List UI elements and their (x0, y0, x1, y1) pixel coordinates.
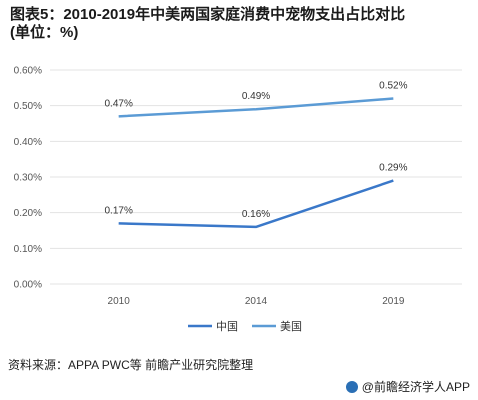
y-tick-label: 0.40% (14, 137, 42, 148)
chart-title-line1: 图表5：2010-2019年中美两国家庭消费中宠物支出占比对比 (10, 6, 406, 23)
legend-label: 中国 (216, 320, 238, 333)
data-label: 0.47% (104, 98, 132, 109)
data-label: 0.52% (379, 81, 407, 92)
y-tick-label: 0.10% (14, 244, 42, 255)
y-tick-label: 0.00% (14, 280, 42, 291)
x-tick-label: 2010 (108, 296, 131, 307)
data-label: 0.16% (242, 209, 270, 220)
legend-label: 美国 (280, 320, 302, 333)
brand-text: @前瞻经济学人APP (361, 380, 470, 394)
data-label: 0.29% (379, 163, 407, 174)
chart-title-line2: (单位：%) (10, 24, 79, 41)
series-line-1 (118, 97, 394, 118)
chart-title: 图表5：2010-2019年中美两国家庭消费中宠物支出占比对比 (单位：%) (10, 6, 470, 42)
y-tick-label: 0.20% (14, 208, 42, 219)
data-label: 0.49% (242, 91, 270, 102)
series-line-0 (118, 179, 394, 229)
x-tick-label: 2019 (382, 296, 405, 307)
line-chart: 0.00% 0.10% 0.20% 0.30% 0.40% 0.50% 0.60% 2010 2… (14, 66, 462, 333)
brand-credit: @前瞻经济学人APP (345, 378, 470, 395)
y-tick-label: 0.30% (14, 173, 42, 184)
y-tick-label: 0.60% (14, 66, 42, 77)
y-tick-label: 0.50% (14, 101, 42, 112)
source-note: 资料来源：APPA PWC等 前瞻产业研究院整理 (8, 358, 254, 372)
brand-logo-icon (345, 380, 358, 393)
data-label: 0.17% (104, 205, 132, 216)
x-tick-label: 2014 (245, 296, 268, 307)
